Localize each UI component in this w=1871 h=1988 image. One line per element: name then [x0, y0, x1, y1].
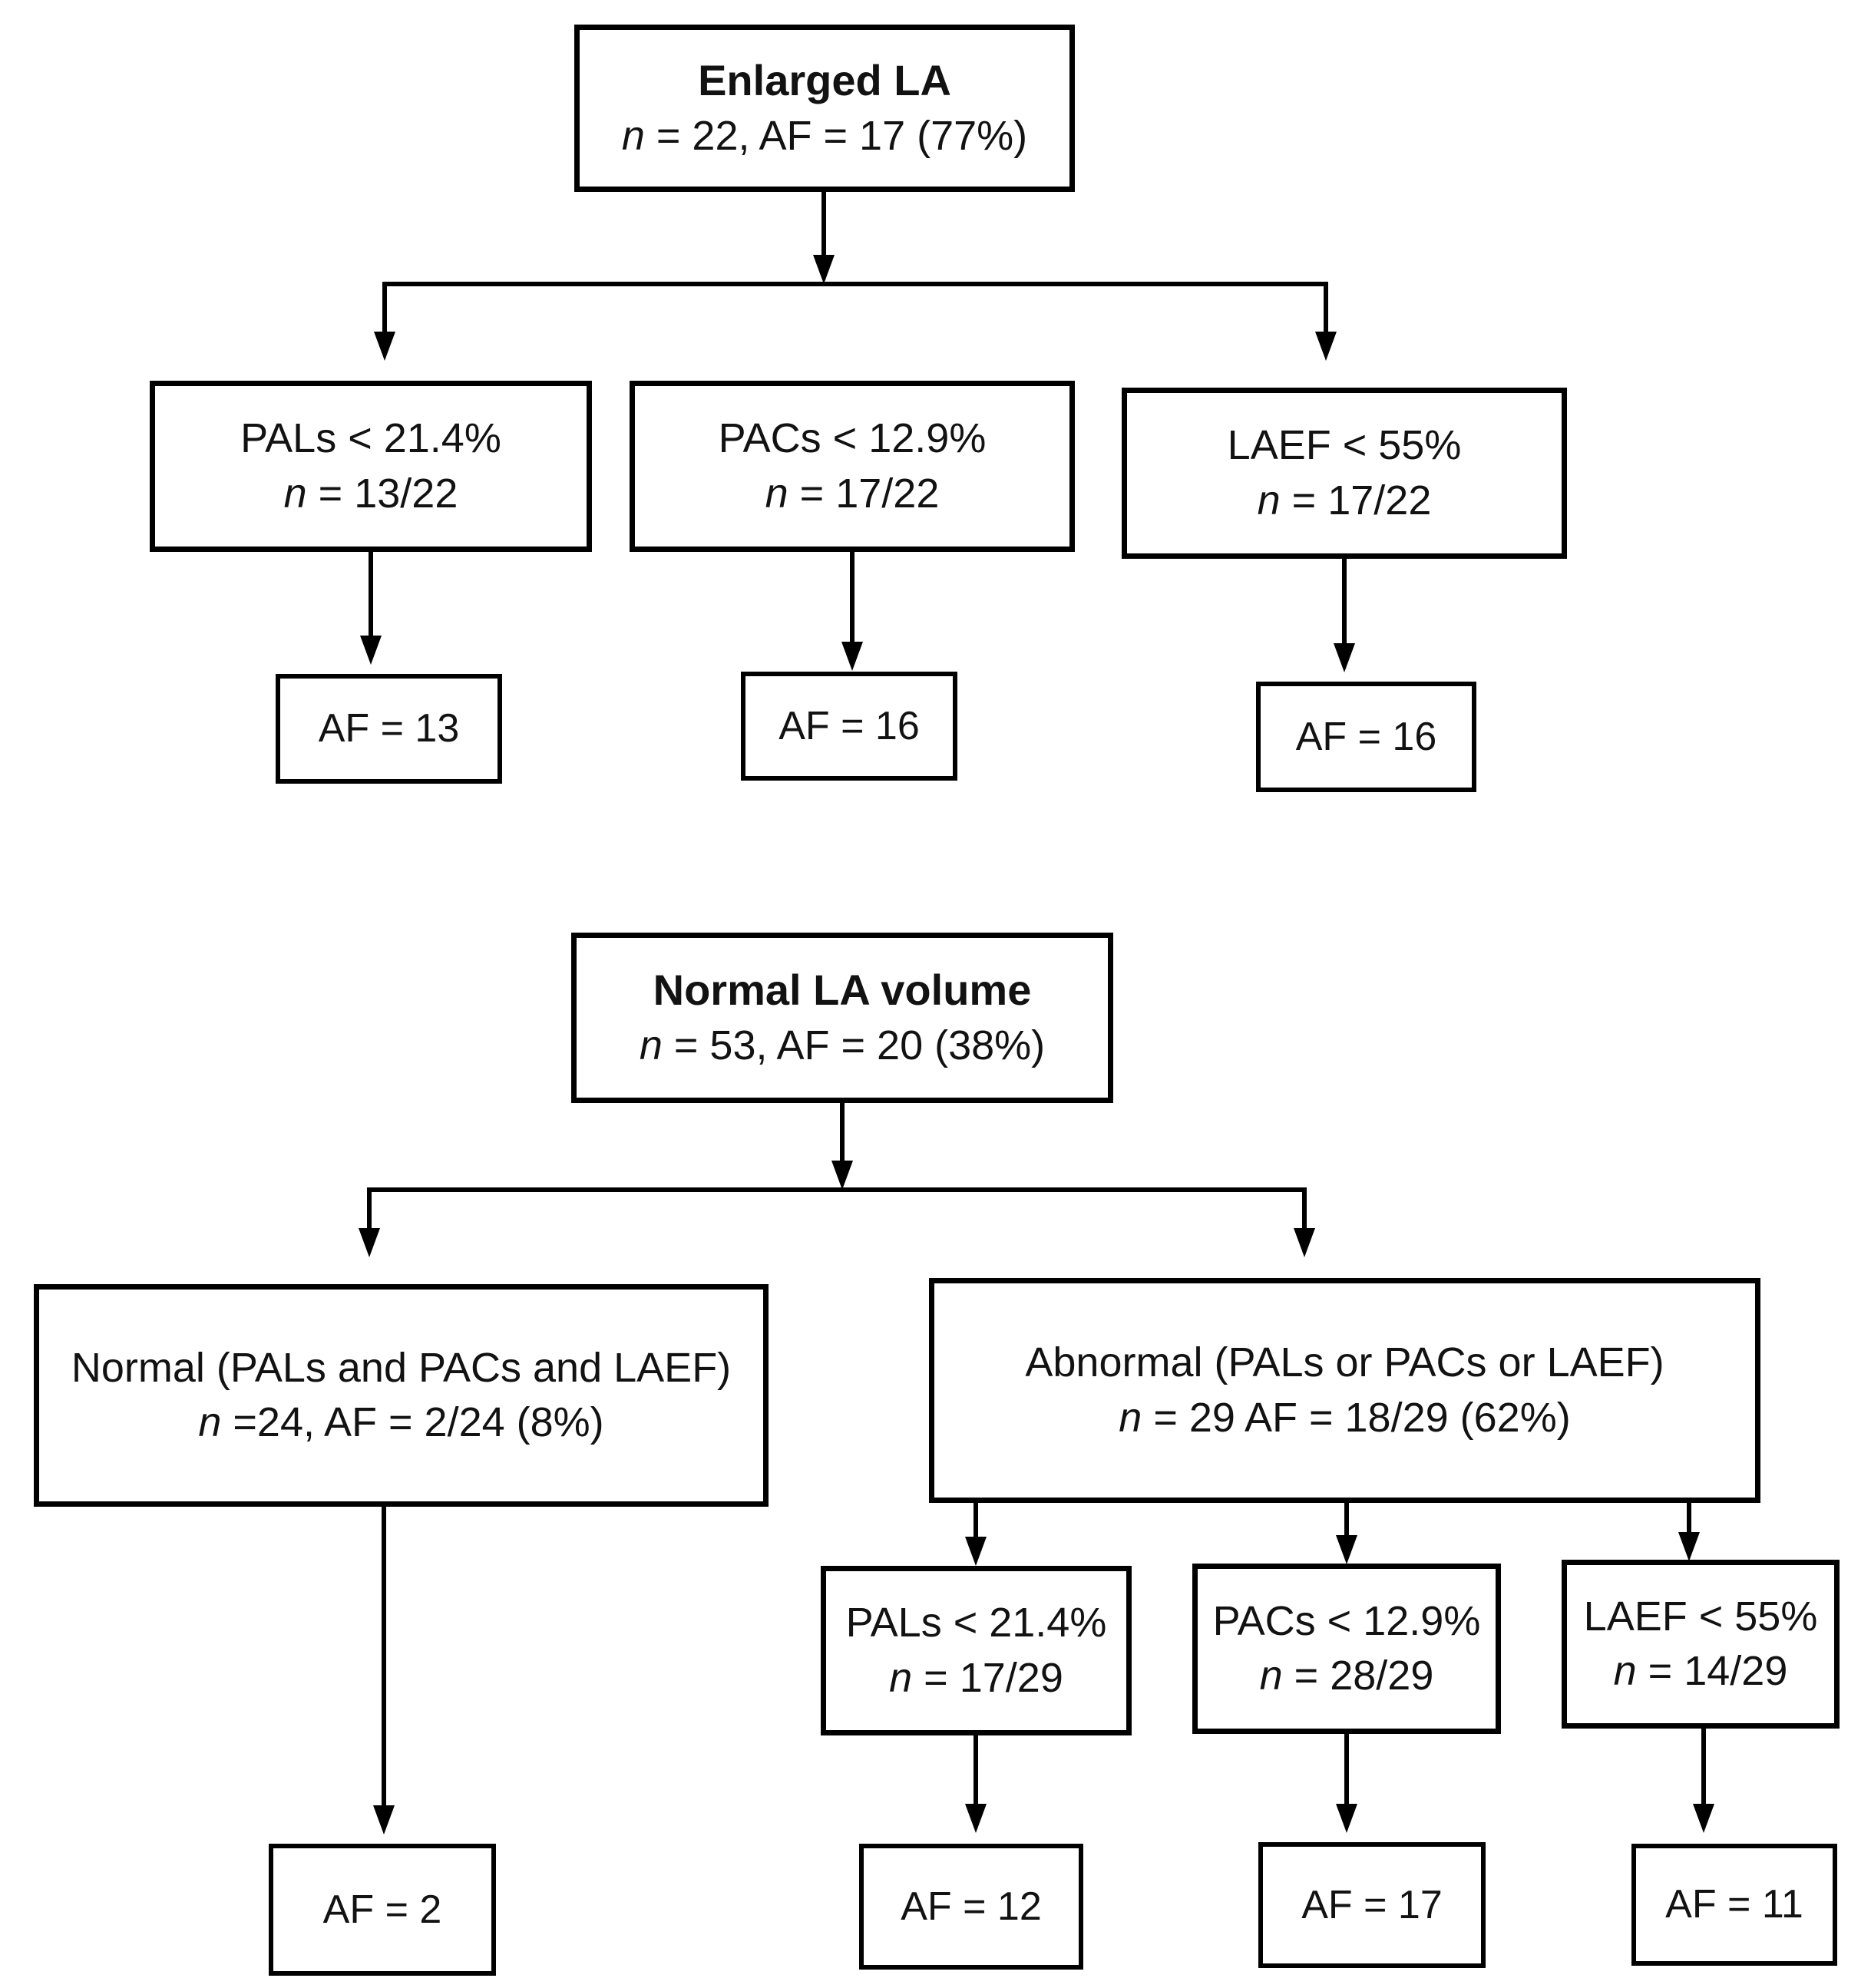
node-laef-enlarged: LAEF < 55% n = 17/22: [1122, 388, 1567, 559]
arrowhead-down-icon: [1336, 1535, 1357, 1564]
node-title: PALs < 21.4%: [845, 1600, 1107, 1646]
node-stats: n = 22, AF = 17 (77%): [622, 109, 1027, 163]
node-abnormal-branch: Abnormal (PALs or PACs or LAEF) n = 29 A…: [929, 1278, 1760, 1503]
connector-vline: [1344, 1503, 1349, 1541]
leaf-af-16-laef: AF = 16: [1256, 682, 1476, 792]
n-italic: n: [1119, 1394, 1142, 1441]
n-italic: n: [283, 470, 307, 517]
leaf-label: AF = 16: [778, 703, 920, 748]
connector-vline: [974, 1503, 978, 1541]
connector-hline: [369, 1187, 1304, 1192]
n-italic: n: [639, 1022, 663, 1069]
leaf-af-17: AF = 17: [1258, 1842, 1486, 1968]
node-normal-branch: Normal (PALs and PACs and LAEF) n =24, A…: [34, 1284, 769, 1507]
leaf-label: AF = 16: [1295, 714, 1437, 759]
arrowhead-down-icon: [813, 255, 835, 284]
node-stats: n = 28/29: [1260, 1649, 1434, 1703]
connector-hline: [385, 282, 1326, 286]
node-title: Normal LA volume: [653, 966, 1032, 1015]
node-title: LAEF < 55%: [1227, 422, 1462, 469]
arrowhead-down-icon: [831, 1161, 853, 1190]
stats-text: = 22, AF = 17 (77%): [644, 113, 1028, 160]
node-title: Normal (PALs and PACs and LAEF): [71, 1344, 732, 1391]
arrowhead-down-icon: [965, 1537, 987, 1566]
connector-vline: [382, 1507, 386, 1806]
node-laef-normal: LAEF < 55% n = 14/29: [1562, 1560, 1840, 1729]
leaf-af-16-pacs: AF = 16: [741, 672, 957, 781]
arrowhead-down-icon: [1336, 1804, 1357, 1833]
leaf-af-13: AF = 13: [276, 674, 502, 784]
stats-text: = 14/29: [1636, 1648, 1788, 1694]
connector-vline: [1344, 1734, 1349, 1806]
leaf-label: AF = 17: [1301, 1882, 1443, 1927]
arrowhead-down-icon: [1678, 1532, 1700, 1561]
leaf-label: AF = 12: [901, 1884, 1042, 1929]
node-normal-la-volume: Normal LA volume n = 53, AF = 20 (38%): [571, 933, 1113, 1103]
n-italic: n: [621, 113, 645, 160]
arrowhead-down-icon: [360, 636, 382, 665]
connector-vline: [850, 552, 855, 642]
stats-text: = 29 AF = 18/29 (62%): [1142, 1394, 1571, 1441]
connector-vline: [367, 1187, 372, 1233]
node-pacs-normal: PACs < 12.9% n = 28/29: [1192, 1564, 1501, 1734]
arrowhead-down-icon: [374, 332, 395, 361]
leaf-af-12: AF = 12: [859, 1844, 1083, 1970]
node-title: PACs < 12.9%: [718, 415, 987, 462]
node-title: PALs < 21.4%: [240, 415, 501, 462]
arrowhead-down-icon: [1294, 1228, 1315, 1257]
leaf-label: AF = 2: [322, 1887, 442, 1932]
arrowhead-down-icon: [1334, 643, 1355, 672]
stats-text: = 17/22: [788, 470, 940, 517]
node-stats: n = 14/29: [1614, 1644, 1788, 1699]
arrowhead-down-icon: [1315, 332, 1337, 361]
stats-text: = 13/22: [306, 470, 458, 517]
arrowhead-down-icon: [1693, 1804, 1714, 1833]
node-stats: n = 17/29: [889, 1651, 1063, 1706]
n-italic: n: [1257, 477, 1281, 523]
connector-vline: [821, 192, 826, 259]
connector-vline: [369, 552, 373, 638]
stats-text: =24, AF = 2/24 (8%): [221, 1399, 604, 1445]
node-enlarged-la: Enlarged LA n = 22, AF = 17 (77%): [574, 25, 1075, 192]
leaf-label: AF = 11: [1665, 1882, 1803, 1927]
node-title: Enlarged LA: [698, 56, 951, 105]
arrowhead-down-icon: [965, 1804, 987, 1833]
connector-vline: [1302, 1187, 1307, 1233]
arrowhead-down-icon: [359, 1228, 380, 1257]
node-stats: n = 17/22: [765, 467, 940, 521]
n-italic: n: [198, 1399, 222, 1445]
leaf-label: AF = 13: [318, 706, 460, 751]
n-italic: n: [1259, 1653, 1283, 1699]
arrowhead-down-icon: [841, 642, 863, 671]
connector-vline: [382, 282, 387, 335]
arrowhead-down-icon: [373, 1805, 395, 1834]
node-stats: n = 17/22: [1258, 474, 1432, 528]
stats-text: = 28/29: [1282, 1653, 1434, 1699]
leaf-af-2: AF = 2: [269, 1844, 496, 1976]
connector-vline: [1687, 1503, 1691, 1540]
node-title: PACs < 12.9%: [1212, 1597, 1481, 1644]
node-pacs-enlarged: PACs < 12.9% n = 17/22: [630, 381, 1075, 552]
stats-text: = 17/29: [912, 1654, 1063, 1701]
node-stats: n = 29 AF = 18/29 (62%): [1119, 1391, 1570, 1445]
n-italic: n: [1613, 1648, 1637, 1694]
node-pals-normal: PALs < 21.4% n = 17/29: [821, 1566, 1132, 1735]
node-stats: n = 53, AF = 20 (38%): [640, 1019, 1045, 1073]
stats-text: = 53, AF = 20 (38%): [662, 1022, 1046, 1069]
connector-vline: [840, 1103, 845, 1163]
node-title: Abnormal (PALs or PACs or LAEF): [1025, 1339, 1664, 1386]
node-stats: n =24, AF = 2/24 (8%): [198, 1395, 603, 1450]
node-title: LAEF < 55%: [1583, 1593, 1818, 1640]
connector-vline: [974, 1735, 978, 1806]
n-italic: n: [765, 470, 788, 517]
stats-text: = 17/22: [1280, 477, 1432, 523]
n-italic: n: [889, 1654, 913, 1701]
connector-vline: [1324, 282, 1328, 335]
node-pals-enlarged: PALs < 21.4% n = 13/22: [150, 381, 592, 552]
node-stats: n = 13/22: [284, 467, 458, 521]
leaf-af-11: AF = 11: [1631, 1844, 1837, 1966]
connector-vline: [1342, 559, 1347, 645]
connector-vline: [1701, 1729, 1706, 1805]
